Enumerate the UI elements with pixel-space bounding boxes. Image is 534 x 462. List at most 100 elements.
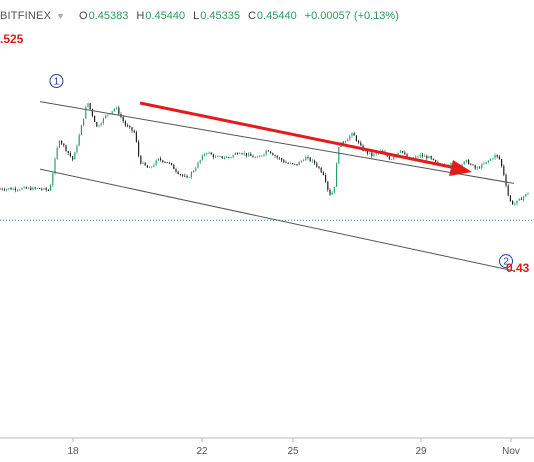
candle (131, 127, 133, 133)
candle (463, 161, 465, 165)
candle (402, 150, 404, 154)
candle (349, 134, 351, 141)
candle (509, 194, 511, 202)
chevron-down-icon[interactable]: ▼ (56, 11, 66, 21)
candle (512, 199, 514, 206)
candle (516, 200, 518, 206)
x-tick-label: 25 (287, 446, 299, 457)
candle (351, 132, 353, 139)
wave-label-1: 1 (49, 74, 64, 89)
candle (157, 158, 159, 162)
candle (30, 185, 32, 191)
candle (388, 155, 390, 160)
candle (311, 158, 313, 164)
candle (468, 159, 470, 165)
candle (0, 187, 1, 190)
candle (17, 188, 19, 193)
candle (485, 161, 487, 165)
candle (501, 158, 503, 168)
candle (144, 162, 146, 166)
candle (465, 159, 467, 164)
candle (208, 151, 210, 155)
candle (100, 121, 102, 127)
candle (34, 186, 36, 191)
candle (162, 159, 164, 164)
candle (496, 154, 498, 159)
candle (267, 149, 269, 152)
candle (28, 187, 30, 190)
svg-text:2: 2 (503, 257, 509, 268)
candle (230, 156, 232, 159)
candle (287, 162, 289, 165)
candle (523, 195, 525, 202)
candle (245, 153, 247, 158)
candle-series (0, 103, 529, 206)
candle (250, 151, 252, 156)
candle (217, 155, 219, 158)
candle (94, 115, 96, 123)
candle (331, 190, 333, 195)
candle (83, 118, 85, 127)
candle (76, 144, 78, 154)
candle (215, 154, 217, 159)
trend-arrow-line[interactable] (139, 101, 457, 170)
candle (281, 157, 283, 163)
candle (243, 151, 245, 156)
candle (124, 120, 126, 127)
candle (296, 164, 298, 166)
candle (333, 186, 335, 194)
candle (278, 156, 280, 160)
candle (520, 196, 522, 200)
candle (61, 140, 63, 146)
candle (283, 159, 285, 164)
level-label-right: 0.43 (506, 261, 530, 275)
candle (65, 144, 67, 153)
candle (212, 153, 214, 160)
low-key: L (193, 10, 200, 22)
candle (89, 103, 91, 110)
candle (490, 158, 492, 161)
candle (263, 153, 265, 157)
candle (397, 152, 399, 155)
candle (149, 165, 151, 168)
candle (518, 198, 520, 201)
candle (135, 130, 137, 143)
channel-upper-line[interactable] (39, 101, 515, 184)
symbol-label[interactable]: BITFINEX (0, 10, 52, 22)
candle (272, 152, 274, 156)
candle (50, 183, 52, 191)
candle (56, 146, 58, 161)
candle (177, 170, 179, 175)
candle (219, 155, 221, 157)
candle (347, 138, 349, 142)
channel-lower-line[interactable] (39, 168, 515, 272)
candle (186, 174, 188, 179)
candle (85, 105, 87, 119)
high-key: H (136, 10, 145, 22)
candle (43, 187, 45, 191)
candle (421, 152, 423, 158)
high-value: 0.45440 (145, 10, 186, 22)
candle (424, 153, 426, 157)
candle (305, 155, 307, 161)
candle (292, 162, 294, 165)
candle (360, 140, 362, 147)
candle (6, 188, 8, 192)
candle (259, 154, 261, 158)
candle (430, 155, 432, 160)
candle (133, 129, 135, 134)
candle (254, 156, 256, 159)
candle (23, 186, 25, 189)
candle (190, 170, 192, 180)
candle (221, 156, 223, 159)
candle (223, 155, 225, 160)
candle (514, 201, 516, 206)
candle (336, 162, 338, 187)
candle (507, 183, 509, 197)
candle (505, 173, 507, 188)
candle (355, 134, 357, 143)
candle (276, 154, 278, 160)
candle (140, 155, 142, 165)
candle (237, 152, 239, 155)
